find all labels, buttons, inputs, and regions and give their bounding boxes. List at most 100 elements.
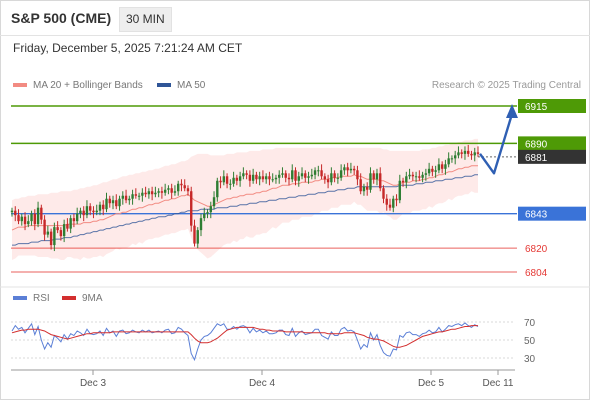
candle xyxy=(115,194,118,210)
level-label-6843: 6843 xyxy=(525,210,548,221)
candle-body xyxy=(251,174,255,181)
candle xyxy=(118,195,121,211)
candle xyxy=(30,210,33,226)
candle-body xyxy=(154,192,157,195)
candle xyxy=(287,173,291,186)
candle-body xyxy=(264,176,268,180)
candle-body xyxy=(401,180,405,183)
candle-body xyxy=(121,195,124,199)
candle-body xyxy=(199,218,203,231)
ma20-swatch xyxy=(13,83,27,88)
candle xyxy=(222,170,226,186)
candle-body xyxy=(163,189,167,193)
candle-body xyxy=(414,176,418,178)
candle-body xyxy=(300,173,304,177)
candle xyxy=(457,146,460,159)
candle-body xyxy=(369,173,372,190)
rsi-legend-label: RSI xyxy=(33,293,50,304)
candle xyxy=(382,185,385,204)
interval-button[interactable]: 30 MIN xyxy=(119,7,172,32)
candle-body xyxy=(405,176,408,183)
candle-body xyxy=(278,174,281,178)
candle xyxy=(124,189,128,204)
candle-body xyxy=(460,152,463,154)
candle xyxy=(14,206,17,222)
candle xyxy=(17,209,20,225)
candle-body xyxy=(85,206,89,216)
candle xyxy=(467,144,470,157)
candle-body xyxy=(193,225,196,244)
candle xyxy=(444,159,447,175)
level-label-6881: 6881 xyxy=(525,153,548,164)
candle-body xyxy=(75,213,79,222)
candle-body xyxy=(346,167,349,171)
instrument-title: S&P 500 (CME) xyxy=(11,10,112,26)
legend-rsi: RSI xyxy=(13,293,50,304)
candle xyxy=(336,173,340,184)
candle-body xyxy=(362,186,366,192)
candle-body xyxy=(95,210,98,213)
candle xyxy=(346,162,349,177)
candle-body xyxy=(258,176,261,180)
candle xyxy=(144,186,147,198)
candle-body xyxy=(167,188,170,190)
candle xyxy=(10,207,14,217)
candle xyxy=(424,168,428,181)
candle xyxy=(27,215,30,228)
candle-body xyxy=(229,183,232,185)
candle-body xyxy=(421,174,424,178)
candle-body xyxy=(388,204,392,208)
candle-body xyxy=(343,167,346,171)
ma50-swatch xyxy=(157,83,171,88)
candle xyxy=(219,176,222,189)
candle xyxy=(427,162,431,177)
level-tag-6890 xyxy=(518,136,586,151)
candle-body xyxy=(427,168,431,174)
candle-body xyxy=(366,186,369,190)
candle xyxy=(225,173,229,189)
candle-body xyxy=(431,168,434,172)
candle-body xyxy=(434,170,437,172)
candle xyxy=(95,204,98,216)
candle-body xyxy=(62,224,66,237)
candle-body xyxy=(137,195,141,197)
candle xyxy=(447,152,450,168)
candle xyxy=(274,174,278,184)
level-tag-6843 xyxy=(518,206,586,221)
candle-body xyxy=(323,176,327,180)
candle-body xyxy=(271,179,274,181)
candle xyxy=(248,170,252,187)
candle-body xyxy=(98,204,102,211)
candle-body xyxy=(128,198,131,201)
candle-body xyxy=(225,176,229,184)
time-tick-label: Dec 5 xyxy=(418,378,445,389)
bollinger-band xyxy=(12,138,478,260)
ma50-legend-label: MA 50 xyxy=(177,80,206,91)
candle xyxy=(411,171,415,181)
candle xyxy=(379,167,382,192)
candle-body xyxy=(79,210,82,214)
candle xyxy=(105,192,108,213)
candle xyxy=(330,167,333,186)
candle-body xyxy=(470,153,473,156)
candle xyxy=(300,167,304,180)
level-label-6820: 6820 xyxy=(525,244,548,255)
candle-body xyxy=(173,191,177,193)
candle xyxy=(278,170,281,184)
candle xyxy=(291,164,294,183)
candle-body xyxy=(134,194,138,196)
candle-body xyxy=(398,180,401,201)
candle xyxy=(339,164,343,181)
candle xyxy=(157,188,160,198)
candle-body xyxy=(245,173,248,175)
rsi-tick-label: 50 xyxy=(524,336,536,347)
candle xyxy=(102,200,105,216)
candle-body xyxy=(392,198,395,208)
candle-body xyxy=(141,192,144,196)
candle xyxy=(385,194,388,211)
candle-body xyxy=(333,173,336,178)
candle xyxy=(349,162,353,174)
candle xyxy=(366,182,369,196)
candle-body xyxy=(418,176,421,178)
